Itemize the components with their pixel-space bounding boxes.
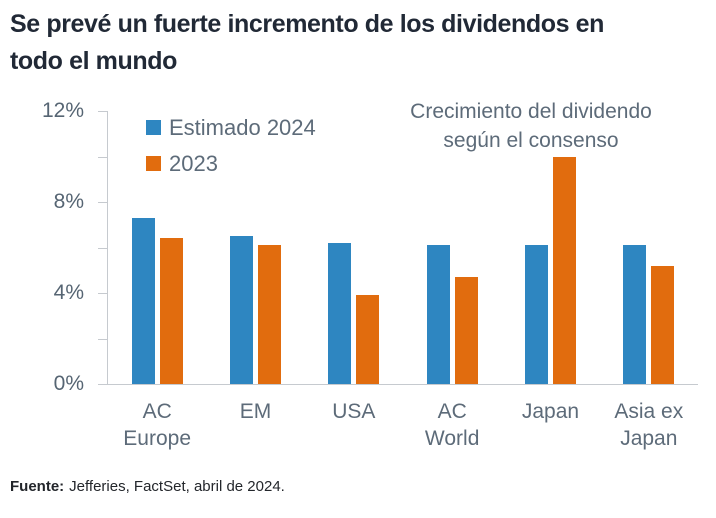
- y-axis-tick: [98, 156, 107, 158]
- y-axis-tick: [98, 111, 107, 112]
- bar-2023-asia-ex-japan: [651, 265, 675, 384]
- bar-estimado-2024-ac-world: [426, 245, 450, 384]
- x-axis-label-em: EM: [239, 400, 272, 423]
- bar-group-asia-ex-japan: [600, 111, 698, 384]
- x-axis-label-usa: USA: [332, 400, 376, 423]
- x-axis-label-asia-ex-japan: Asia ex Japan: [614, 400, 684, 450]
- bar-2023-usa: [356, 295, 380, 384]
- source-text: Jefferies, FactSet, abril de 2024.: [69, 478, 285, 495]
- y-axis-tick: [98, 247, 107, 249]
- source-note: Fuente: Jefferies, FactSet, abril de 2024…: [10, 478, 285, 495]
- legend-swatch-2023: [146, 156, 161, 171]
- legend-swatch-estimado-2024: [146, 120, 161, 135]
- page-title: Se prevé un fuerte incremento de los div…: [10, 10, 605, 75]
- bar-group-japan: [501, 111, 599, 384]
- y-axis-tick: [98, 202, 107, 203]
- y-axis-tick: [98, 384, 107, 385]
- bar-group-ac-world: [403, 111, 501, 384]
- legend-item-estimado-2024: Estimado 2024: [146, 112, 316, 143]
- legend-label: 2023: [169, 150, 218, 176]
- x-axis-label-ac-europe: AC Europe: [123, 400, 192, 450]
- y-axis-tick: [98, 293, 107, 294]
- bar-2023-em: [257, 245, 281, 384]
- x-axis-label-japan: Japan: [521, 400, 580, 423]
- bar-estimado-2024-em: [229, 236, 253, 384]
- bar-estimado-2024-usa: [328, 242, 352, 384]
- bar-2023-ac-world: [454, 277, 478, 384]
- bar-group-usa: [305, 111, 403, 384]
- y-axis-label: 12%: [41, 99, 84, 122]
- y-axis-label: 0%: [53, 372, 84, 395]
- legend-item-2023: 2023: [146, 148, 316, 179]
- bar-2023-ac-europe: [159, 238, 183, 384]
- bar-estimado-2024-ac-europe: [131, 217, 155, 384]
- y-axis-tick: [98, 338, 107, 340]
- bar-2023-japan: [552, 156, 576, 384]
- chart-legend: Estimado 2024 2023: [146, 112, 316, 179]
- y-axis-label: 4%: [53, 281, 84, 304]
- chart-title-annotation: Crecimiento del dividendo según el conse…: [410, 100, 652, 152]
- legend-label: Estimado 2024: [169, 114, 316, 140]
- plot-area: 0% 4% 8% 12% AC Europe EM USA AC World Japan Asia…: [42, 99, 698, 450]
- bar-group-ac-europe: [108, 111, 206, 384]
- bar-group-em: [206, 111, 304, 384]
- bar-estimado-2024-asia-ex-japan: [623, 245, 647, 384]
- source-label: Fuente:: [10, 478, 65, 495]
- y-axis-label: 8%: [53, 190, 84, 213]
- bar-estimado-2024-japan: [524, 245, 548, 384]
- x-axis-label-ac-world: AC World: [424, 400, 480, 450]
